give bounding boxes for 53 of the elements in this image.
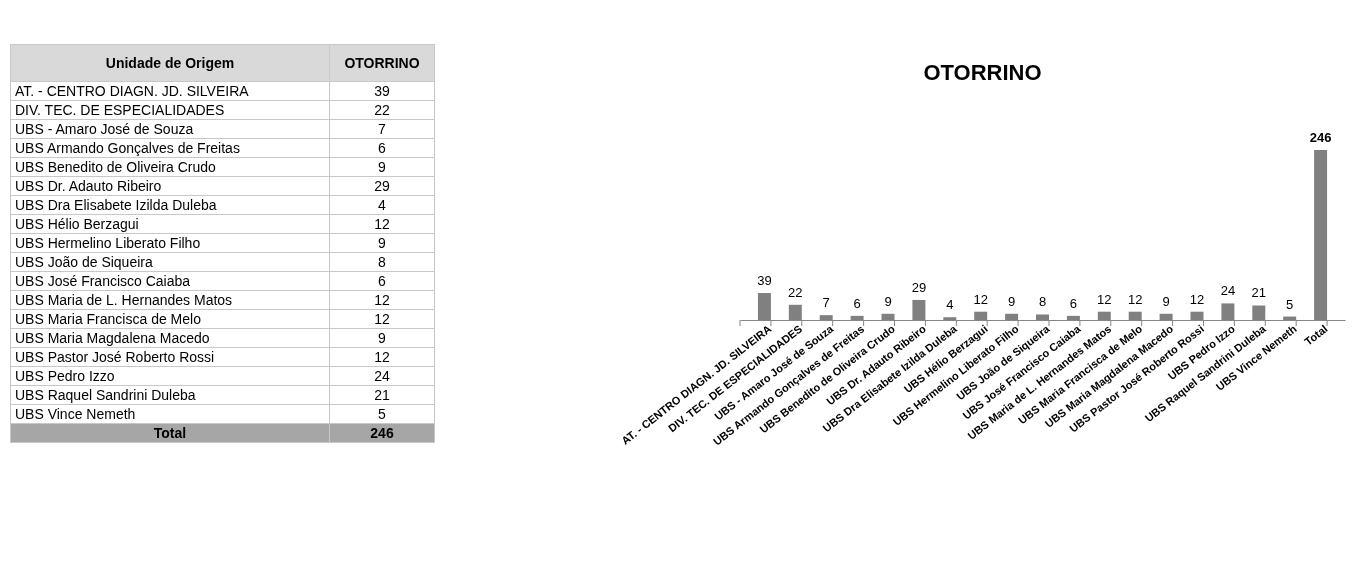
text: Unidade de Origem — [10, 44, 330, 82]
category-label: DIV. TEC. DE ESPECIALIDADES — [10, 100, 330, 120]
data-label: 24 — [329, 366, 435, 386]
data-label: 9 — [1007, 293, 1016, 309]
data-label: 12 — [329, 290, 435, 310]
data-label: 6 — [329, 271, 435, 291]
data-label: 7 — [329, 119, 435, 139]
data-label: 9 — [884, 293, 892, 309]
data-label: 21 — [329, 385, 435, 405]
category-label: UBS Armando Gonçalves de Freitas — [10, 138, 330, 158]
data-label: 29 — [329, 176, 435, 196]
data-label: 246 — [329, 423, 435, 443]
data-label: 246 — [1309, 130, 1332, 145]
data-label: 8 — [1038, 294, 1047, 310]
data-label: 4 — [329, 195, 435, 215]
text: OTORRINO — [329, 44, 435, 82]
data-label: 12 — [1097, 291, 1112, 307]
data-label: 9 — [329, 157, 435, 177]
data-label: 12 — [1127, 291, 1143, 307]
data-label: 39 — [757, 273, 772, 289]
category-label: UBS José Francisco Caiaba — [10, 271, 330, 291]
data-label: 8 — [329, 252, 435, 272]
category-label: UBS Hermelino Liberato Filho — [10, 233, 330, 253]
data-label: 4 — [946, 297, 954, 313]
data-label: 21 — [1251, 285, 1267, 301]
chart-title: OTORRINO — [923, 60, 1042, 85]
data-label: 6 — [329, 138, 435, 158]
data-label: 9 — [329, 233, 435, 253]
category-label: AT. - CENTRO DIAGN. JD. SILVEIRA — [10, 81, 330, 101]
data-label: 12 — [329, 309, 435, 329]
data-label: 22 — [788, 284, 803, 300]
data-label: 22 — [329, 100, 435, 120]
data-label: 7 — [822, 295, 830, 311]
data-label: 24 — [1220, 283, 1236, 299]
category-label: UBS - Amaro José de Souza — [10, 119, 330, 139]
data-label: 12 — [329, 347, 435, 367]
category-label: UBS Dr. Adauto Ribeiro — [10, 176, 330, 196]
data-label: 5 — [1286, 296, 1294, 312]
data-label: 39 — [329, 81, 435, 101]
data-label: 12 — [1189, 291, 1205, 307]
category-label: UBS João de Siqueira — [10, 252, 330, 272]
data-label: 5 — [329, 404, 435, 424]
data-label: 9 — [1162, 293, 1170, 309]
data-label: 12 — [329, 214, 435, 234]
category-label: UBS Hélio Berzagui — [10, 214, 330, 234]
category-label: UBS Benedito de Oliveira Crudo — [10, 157, 330, 177]
data-label: 6 — [1069, 295, 1078, 311]
data-label: 9 — [329, 328, 435, 348]
data-label: 6 — [853, 295, 861, 311]
data-label: 29 — [911, 279, 927, 295]
data-label: 12 — [973, 291, 988, 307]
category-label: UBS Dra Elisabete Izilda Duleba — [10, 195, 330, 215]
category-label: UBS Maria de L. Hernandes Matos — [10, 290, 330, 310]
